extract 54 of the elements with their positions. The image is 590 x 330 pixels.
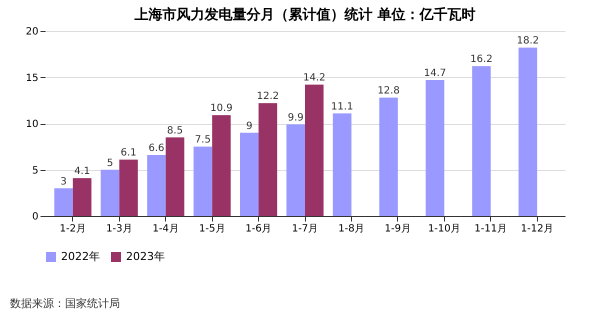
x-tick-label: 1-12月 (520, 224, 554, 234)
x-tick-label: 1-4月 (152, 224, 179, 234)
x-tick-label: 1-5月 (198, 224, 226, 234)
bar (194, 146, 212, 216)
y-tick-label: 5 (32, 165, 38, 176)
x-tick-label: 1-6月 (245, 224, 272, 234)
data-label: 5 (106, 158, 114, 169)
data-label: 7.5 (194, 134, 211, 146)
legend-label: 2022年 (61, 250, 100, 263)
y-tick-label: 15 (26, 72, 38, 84)
bar (72, 178, 92, 216)
bar (212, 115, 231, 216)
bar (119, 160, 138, 216)
data-label: 16.2 (470, 54, 493, 66)
data-label: 18.2 (516, 36, 539, 47)
data-label: 14.7 (424, 68, 446, 80)
bar (147, 154, 166, 216)
bar (286, 124, 305, 216)
chart-title: 上海市风力发电量分月（累计值）统计 单位：亿千瓦时 (134, 6, 476, 23)
bar (518, 48, 538, 216)
data-label: 12.8 (377, 86, 400, 97)
data-label: 6.1 (120, 148, 137, 159)
bar (305, 84, 324, 216)
bar (379, 98, 398, 216)
bar (240, 132, 259, 216)
legend-label: 2023年 (126, 250, 165, 263)
bar (166, 137, 184, 216)
bar (54, 188, 73, 216)
x-tick-label: 1-10月 (428, 224, 461, 234)
x-tick-label: 1-11月 (474, 224, 508, 234)
bar (100, 170, 120, 216)
y-tick-label: 0 (32, 212, 38, 222)
bar (426, 80, 444, 216)
data-label: 6.6 (148, 142, 164, 154)
data-label: 9.9 (288, 112, 304, 124)
data-label: 3 (60, 176, 67, 188)
bar (332, 113, 352, 216)
y-tick-label: 20 (26, 26, 38, 38)
data-label: 9 (246, 120, 252, 132)
x-tick-label: 1-8月 (338, 224, 365, 234)
data-label: 4.1 (74, 166, 90, 178)
x-tick-label: 1-9月 (384, 224, 412, 234)
bar (472, 66, 491, 216)
data-label: 14.2 (303, 72, 326, 84)
data-label: 8.5 (167, 125, 183, 136)
x-tick-label: 1-3月 (106, 224, 132, 234)
data-label: 10.9 (210, 103, 233, 114)
bar (258, 103, 278, 216)
x-tick-label: 1-7月 (292, 224, 318, 234)
data-label: 11.1 (331, 101, 354, 112)
source-note: 数据来源：国家统计局 (10, 297, 120, 310)
y-tick-label: 10 (26, 119, 38, 130)
x-tick-label: 1-2月 (60, 224, 86, 234)
data-label: 12.2 (256, 91, 279, 102)
